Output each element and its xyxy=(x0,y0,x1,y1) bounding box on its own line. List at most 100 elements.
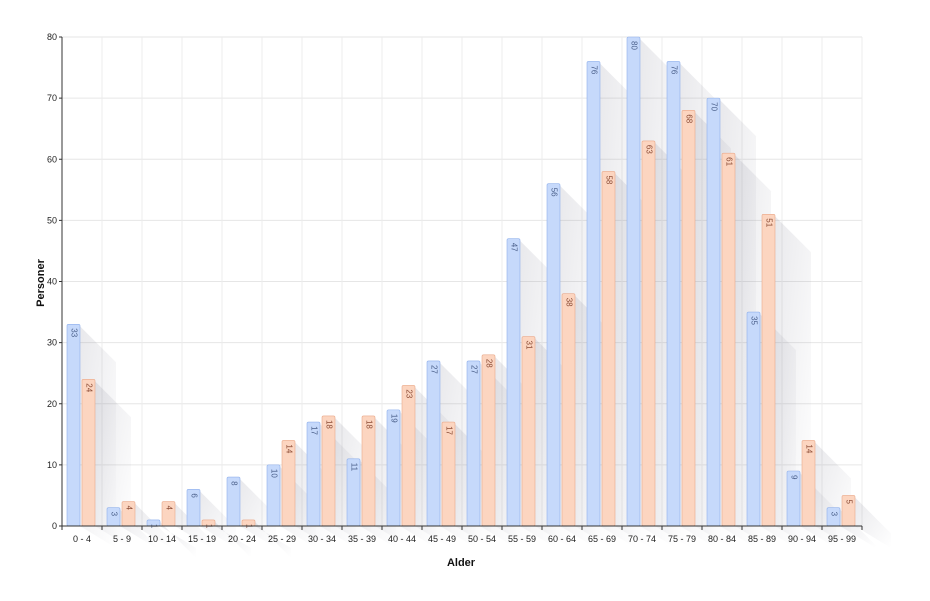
bar-value-label: 14 xyxy=(284,444,293,453)
bar-shadow xyxy=(240,479,276,548)
bar-value-label: 33 xyxy=(69,328,78,337)
bar-value-label: 6 xyxy=(189,493,198,498)
bar-value-label: 5 xyxy=(844,499,853,504)
bar-value-label: 27 xyxy=(429,365,438,374)
bar-series-1 xyxy=(586,61,601,527)
x-tick-label: 25 - 29 xyxy=(268,534,296,544)
bar-value-label: 14 xyxy=(804,444,813,453)
bar-value-label: 11 xyxy=(349,463,358,472)
bar-value-label: 35 xyxy=(749,316,758,325)
bar-series-2 xyxy=(561,293,576,527)
bar-value-label: 9 xyxy=(789,475,798,480)
bar-value-label: 4 xyxy=(164,506,173,511)
bar-series-2 xyxy=(761,213,776,527)
x-tick-label: 20 - 24 xyxy=(228,534,256,544)
x-tick-label: 60 - 64 xyxy=(548,534,576,544)
bar-series-2 xyxy=(721,152,736,527)
bar-shadow xyxy=(855,497,891,548)
bar-value-label: 80 xyxy=(629,41,638,50)
x-tick-label: 85 - 89 xyxy=(748,534,776,544)
bar-value-label: 17 xyxy=(309,426,318,435)
bar-series-1 xyxy=(746,311,761,527)
bar-series-2 xyxy=(81,378,96,527)
bar-series-1 xyxy=(106,507,121,527)
bar-series-2 xyxy=(401,385,416,527)
bar-series-2 xyxy=(441,421,456,527)
bar-shadow xyxy=(160,521,196,558)
bars: 3324341461811014171811181923271727284731… xyxy=(66,36,856,529)
y-tick-label: 80 xyxy=(47,32,57,42)
x-axis-title: Alder xyxy=(447,557,476,569)
x-tick-label: 40 - 44 xyxy=(388,534,416,544)
x-tick-label: 75 - 79 xyxy=(668,534,696,544)
bar-value-label: 18 xyxy=(324,420,333,429)
x-tick-label: 80 - 84 xyxy=(708,534,736,544)
bar-series-1 xyxy=(626,36,641,527)
bar-value-label: 3 xyxy=(109,512,118,517)
y-tick-label: 10 xyxy=(47,460,57,470)
bar-series-2 xyxy=(321,415,336,527)
y-tick-label: 70 xyxy=(47,93,57,103)
bar-value-label: 76 xyxy=(589,65,598,74)
bar-series-1 xyxy=(666,61,681,527)
bar-series-2 xyxy=(601,171,616,527)
x-tick-label: 95 - 99 xyxy=(828,534,856,544)
bar-value-label: 56 xyxy=(549,188,558,197)
x-tick-label: 10 - 14 xyxy=(148,534,176,544)
bar-value-label: 51 xyxy=(764,218,773,227)
bar-value-label: 18 xyxy=(364,420,373,429)
bar-value-label: 24 xyxy=(84,383,93,392)
bar-series-2 xyxy=(641,140,656,527)
y-tick-label: 60 xyxy=(47,154,57,164)
y-tick-label: 40 xyxy=(47,277,57,287)
x-tick-label: 65 - 69 xyxy=(588,534,616,544)
y-tick-label: 50 xyxy=(47,215,57,225)
bar-value-label: 10 xyxy=(269,469,278,478)
bar-series-1 xyxy=(386,409,401,527)
bar-series-2 xyxy=(681,110,696,527)
bar-value-label: 68 xyxy=(684,114,693,123)
bar-series-2 xyxy=(361,415,376,527)
bar-value-label: 28 xyxy=(484,359,493,368)
x-tick-label: 15 - 19 xyxy=(188,534,216,544)
bar-value-label: 58 xyxy=(604,175,613,184)
x-tick-label: 90 - 94 xyxy=(788,534,816,544)
bar-series-1 xyxy=(826,507,841,527)
bar-series-1 xyxy=(706,97,721,527)
bar-series-2 xyxy=(481,354,496,527)
bar-series-2 xyxy=(521,336,536,527)
bar-series-1 xyxy=(466,360,481,527)
bar-value-label: 19 xyxy=(389,414,398,423)
x-tick-label: 5 - 9 xyxy=(113,534,131,544)
bar-series-1 xyxy=(66,323,81,527)
axes: 0 10 20 30 40 50 60 70 80 0 - 4 5 - 9 10 - 14 15 - 1… xyxy=(47,32,863,544)
bar-value-label: 17 xyxy=(444,426,453,435)
bar-value-label: 76 xyxy=(669,65,678,74)
bar-value-label: 27 xyxy=(469,365,478,374)
bar-value-label: 70 xyxy=(709,102,718,111)
bar-series-1 xyxy=(546,183,561,527)
bar-value-label: 3 xyxy=(829,512,838,517)
x-tick-label: 45 - 49 xyxy=(428,534,456,544)
y-tick-label: 0 xyxy=(52,521,57,531)
y-tick-label: 20 xyxy=(47,399,57,409)
y-axis-title: Personer xyxy=(35,258,47,306)
bar-value-label: 23 xyxy=(404,389,413,398)
y-tick-label: 30 xyxy=(47,338,57,348)
x-tick-label: 55 - 59 xyxy=(508,534,536,544)
x-tick-label: 0 - 4 xyxy=(73,534,91,544)
bar-value-label: 61 xyxy=(724,157,733,166)
x-tick-label: 35 - 39 xyxy=(348,534,376,544)
bar-shadow xyxy=(215,521,251,558)
x-tick-label: 30 - 34 xyxy=(308,534,336,544)
bar-value-label: 8 xyxy=(229,481,238,486)
bar-value-label: 31 xyxy=(524,341,533,350)
bar-value-label: 38 xyxy=(564,298,573,307)
bar-value-label: 47 xyxy=(509,243,518,252)
bar-series-1 xyxy=(306,421,321,527)
x-tick-label: 50 - 54 xyxy=(468,534,496,544)
bar-value-label: 63 xyxy=(644,145,653,154)
bar-value-label: 4 xyxy=(124,506,133,511)
bar-series-1 xyxy=(506,238,521,527)
